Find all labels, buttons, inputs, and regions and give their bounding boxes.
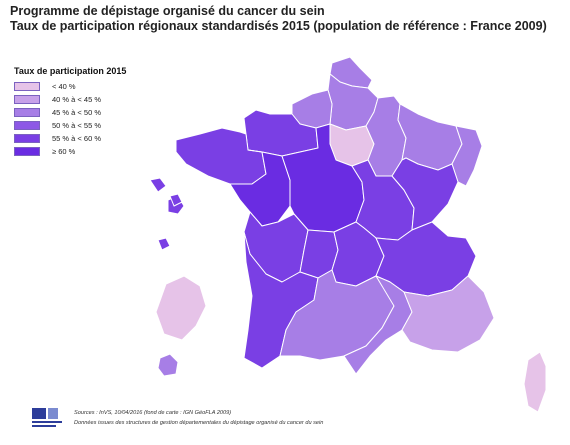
legend-item: 50 % à < 55 % [14,119,126,132]
legend-item: 55 % à < 60 % [14,132,126,145]
sources-line: Données issues des structures de gestion… [74,419,324,426]
region-island-la-r-union [157,237,171,251]
map-title: Programme de dépistage organisé du cance… [10,4,325,18]
region-corse: Corse [523,351,547,413]
legend-label: 45 % à < 50 % [52,107,101,117]
legend-swatch [14,133,40,143]
region-alsace: Alsace [451,125,483,187]
legend-item: 40 % à < 45 % [14,93,126,106]
region-franche-comt-: Franche-Comté [391,157,459,231]
legend-swatch [14,146,40,156]
region-guadeloupe: Guadeloupe [149,177,167,193]
region-martinique: Martinique [157,353,179,377]
region-island-guadeloupe [169,193,183,207]
legend-item: 45 % à < 50 % [14,106,126,119]
map-subtitle: Taux de participation régionaux standard… [10,19,547,33]
title-block: Programme de dépistage organisé du cance… [10,4,547,34]
invs-logo [32,408,66,430]
legend-item: < 40 % [14,80,126,93]
sources-line: Sources : InVS, 10/04/2016 (fond de cart… [74,410,232,416]
legend-title: Taux de participation 2015 [14,66,127,76]
region-provence-alpes-c-te-d-azur: Provence-Alpes-Côte d'Azur [401,275,495,353]
legend-label: 50 % à < 55 % [52,120,101,130]
legend-swatch [14,107,40,117]
legend-label: ≥ 60 % [52,146,76,156]
region-guyane: Guyane [155,275,207,341]
legend-label: 55 % à < 60 % [52,133,101,143]
legend-swatch [14,120,40,130]
legend: Taux de participation 2015 < 40 % 40 % à… [14,66,126,158]
footer: Sources : InVS, 10/04/2016 (fond de cart… [32,408,323,430]
legend-item: ≥ 60 % [14,145,126,158]
legend-label: < 40 % [52,81,76,91]
legend-label: 40 % à < 45 % [52,94,101,104]
legend-swatch [14,94,40,104]
legend-swatch [14,81,40,91]
